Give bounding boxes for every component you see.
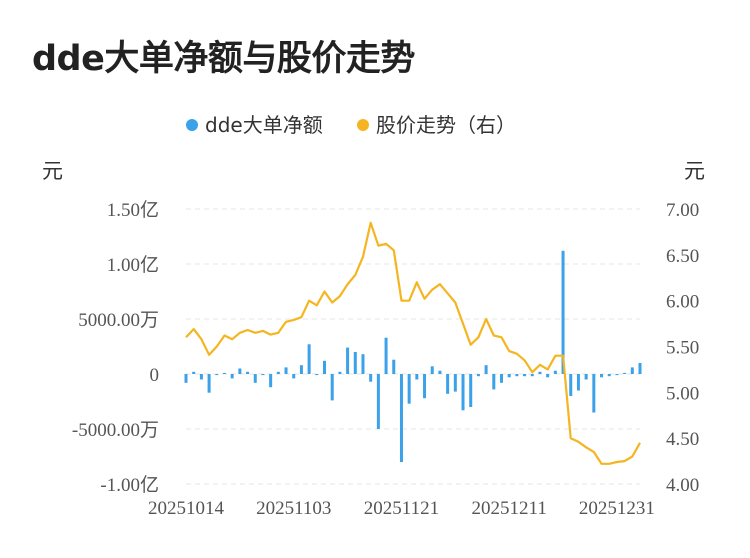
axis-units: 元元 <box>42 159 705 183</box>
bar-17 <box>315 374 319 376</box>
x-tick-label-4: 20251231 <box>579 498 655 519</box>
bar-28 <box>399 374 403 462</box>
bar-29 <box>407 374 411 404</box>
left-axis: 1.50亿 1.00亿 5000.00万 0 -5000.00万 -1.00亿 <box>72 199 159 496</box>
right-tick-label-1: 6.50 <box>666 246 699 267</box>
x-tick-label-2: 20251121 <box>364 498 439 519</box>
bar-6 <box>230 374 234 379</box>
right-axis: 7.00 6.50 6.00 5.50 5.00 4.50 4.00 <box>666 200 699 496</box>
legend-marker-1 <box>357 119 369 131</box>
bar-35 <box>453 374 457 392</box>
bar-57 <box>623 372 627 374</box>
bar-22 <box>353 352 357 374</box>
bar-8 <box>246 371 250 374</box>
left-tick-label-4: -5000.00万 <box>72 420 159 441</box>
bar-19 <box>330 374 334 401</box>
left-tick-label-5: -1.00亿 <box>100 474 159 496</box>
bar-4 <box>215 374 219 376</box>
right-tick-label-6: 4.00 <box>666 475 699 496</box>
left-tick-label-2: 5000.00万 <box>78 310 159 331</box>
bar-36 <box>461 374 465 411</box>
bar-24 <box>369 374 373 382</box>
bar-38 <box>476 374 480 377</box>
bar-21 <box>346 347 350 374</box>
bar-41 <box>499 374 503 383</box>
x-tick-label-3: 20251211 <box>472 498 547 519</box>
left-axis-unit: 元 <box>42 159 63 183</box>
left-tick-label-1: 1.00亿 <box>107 254 159 276</box>
left-tick-label-0: 1.50亿 <box>107 199 159 221</box>
bar-59 <box>638 363 642 374</box>
chart-title: dde大单净额与股价走势 <box>32 39 415 79</box>
bar-46 <box>538 371 542 374</box>
bar-30 <box>415 374 419 380</box>
bar-58 <box>630 367 634 374</box>
right-tick-label-0: 7.00 <box>666 200 699 221</box>
bar-26 <box>384 337 388 374</box>
bar-23 <box>361 354 365 374</box>
right-tick-label-4: 5.00 <box>666 383 699 404</box>
bar-53 <box>592 374 596 413</box>
bar-39 <box>484 365 488 374</box>
bar-14 <box>292 374 296 379</box>
bar-27 <box>392 359 396 374</box>
bar-20 <box>338 371 342 374</box>
right-tick-label-2: 6.00 <box>666 292 699 313</box>
bar-9 <box>253 374 257 383</box>
bar-0 <box>184 374 188 383</box>
legend[interactable]: dde大单净额 股价走势（右） <box>186 113 516 137</box>
price-line <box>185 221 641 465</box>
gridlines <box>186 208 640 485</box>
line-series <box>185 221 641 465</box>
bar-56 <box>615 374 619 376</box>
bar-31 <box>423 374 427 399</box>
x-axis: 20251014 20251103 20251121 20251211 20251231 <box>148 498 655 519</box>
bar-51 <box>576 374 580 391</box>
bar-2 <box>199 374 203 380</box>
bar-10 <box>261 374 265 376</box>
bar-40 <box>492 374 496 390</box>
bar-48 <box>553 370 557 374</box>
bar-5 <box>222 372 226 374</box>
bar-7 <box>238 368 242 374</box>
legend-label-1: 股价走势（右） <box>376 113 516 137</box>
bar-49 <box>561 250 565 374</box>
bar-3 <box>207 374 211 393</box>
x-tick-label-1: 20251103 <box>256 498 331 519</box>
bar-55 <box>607 374 611 377</box>
left-tick-label-3: 0 <box>150 365 160 386</box>
bar-43 <box>515 374 519 377</box>
bar-50 <box>569 374 573 396</box>
right-tick-label-3: 5.50 <box>666 338 699 359</box>
bar-33 <box>438 370 442 374</box>
bar-12 <box>276 371 280 374</box>
bar-18 <box>323 360 327 374</box>
bar-1 <box>192 371 196 374</box>
bar-52 <box>584 374 588 380</box>
bar-37 <box>469 374 473 407</box>
bar-11 <box>269 374 273 388</box>
bar-16 <box>307 344 311 374</box>
x-tick-label-0: 20251014 <box>148 498 225 519</box>
bar-54 <box>600 374 604 378</box>
bar-42 <box>507 374 511 378</box>
bar-25 <box>376 374 380 429</box>
bar-15 <box>299 365 303 374</box>
bar-44 <box>523 374 527 377</box>
bar-series <box>184 250 642 462</box>
right-axis-unit: 元 <box>684 159 705 183</box>
bar-32 <box>430 366 434 374</box>
bar-45 <box>530 374 534 377</box>
bar-34 <box>446 374 450 394</box>
bar-47 <box>546 374 550 378</box>
legend-label-0: dde大单净额 <box>205 113 323 137</box>
bar-13 <box>284 367 288 374</box>
right-tick-label-5: 4.50 <box>666 429 699 450</box>
legend-marker-0 <box>186 119 198 131</box>
